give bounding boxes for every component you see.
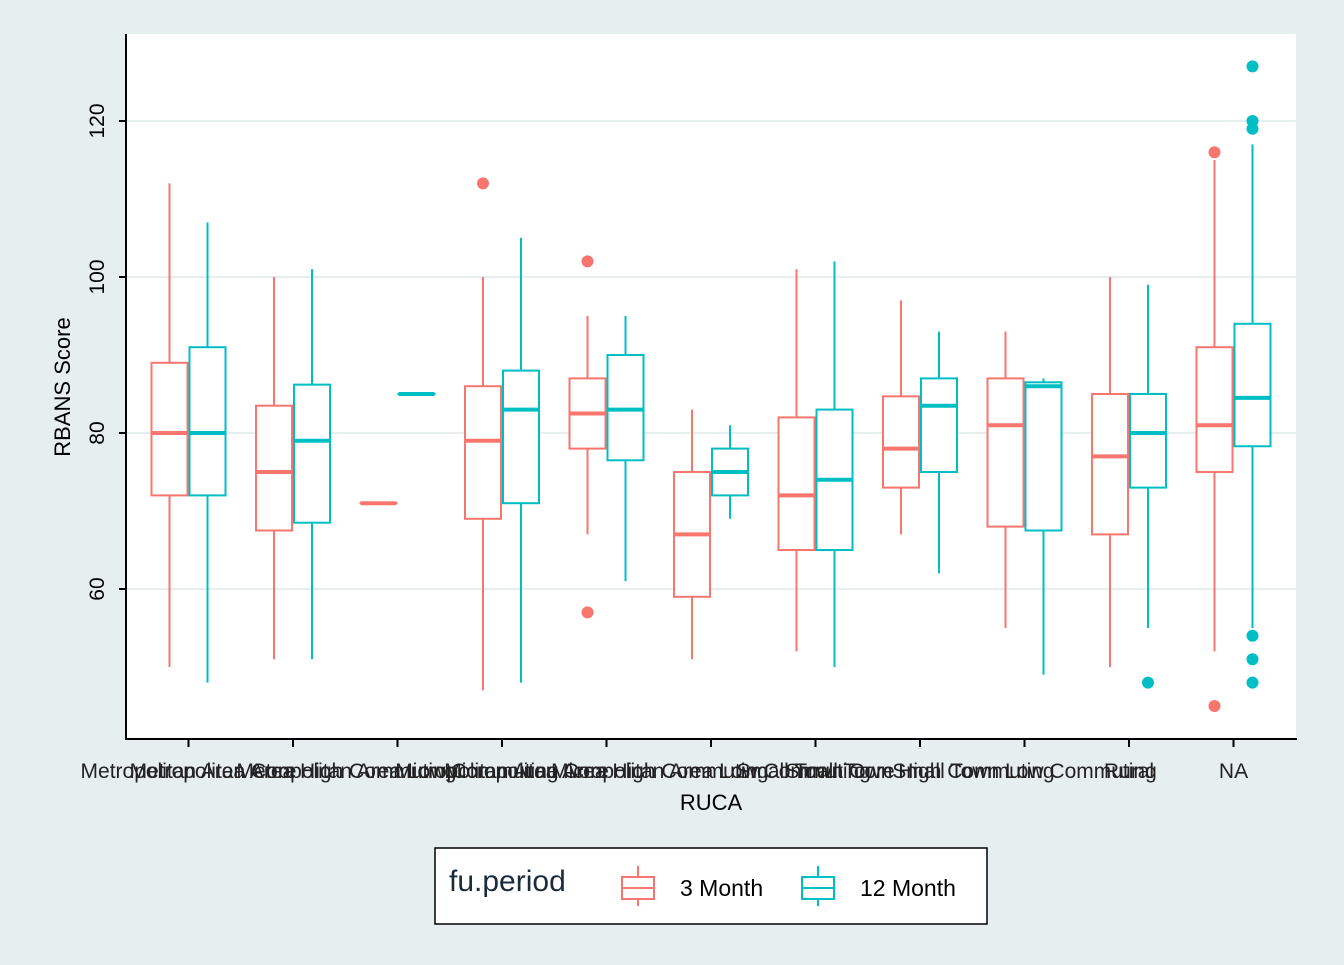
x-axis-title: RUCA	[680, 790, 743, 815]
y-tick-label: 60	[86, 577, 109, 600]
outlier-point	[477, 177, 489, 189]
iqr-box	[779, 417, 815, 550]
outlier-point	[1247, 677, 1259, 689]
outlier-point	[582, 606, 594, 618]
outlier-point	[1142, 677, 1154, 689]
legend-label-3-month: 3 Month	[680, 875, 763, 901]
legend: fu.period 3 Month 12 Month	[435, 848, 987, 924]
iqr-box	[190, 347, 226, 495]
x-tick-label: Rural	[1104, 760, 1154, 783]
iqr-box	[883, 396, 919, 487]
y-tick-label: 100	[86, 259, 109, 294]
outlier-point	[1209, 700, 1221, 712]
iqr-box	[256, 406, 292, 531]
iqr-box	[465, 386, 501, 519]
iqr-box	[1092, 394, 1128, 534]
x-tick-label: NA	[1219, 760, 1248, 783]
outlier-point	[1247, 123, 1259, 135]
outlier-point	[1209, 146, 1221, 158]
outlier-point	[582, 255, 594, 267]
iqr-box	[1235, 324, 1271, 446]
iqr-box	[1197, 347, 1233, 472]
outlier-point	[1247, 630, 1259, 642]
legend-title: fu.period	[449, 865, 566, 898]
y-tick-label: 120	[86, 103, 109, 138]
iqr-box	[988, 378, 1024, 526]
outlier-point	[1247, 653, 1259, 665]
outlier-point	[1247, 60, 1259, 72]
iqr-box	[1130, 394, 1166, 488]
iqr-box	[921, 378, 957, 472]
iqr-box	[152, 363, 188, 496]
y-tick-label: 80	[86, 421, 109, 444]
iqr-box	[294, 385, 330, 523]
iqr-box	[1026, 382, 1062, 530]
y-axis-title: RBANS Score	[50, 317, 75, 456]
iqr-box	[503, 371, 539, 504]
legend-label-12-month: 12 Month	[860, 875, 956, 901]
